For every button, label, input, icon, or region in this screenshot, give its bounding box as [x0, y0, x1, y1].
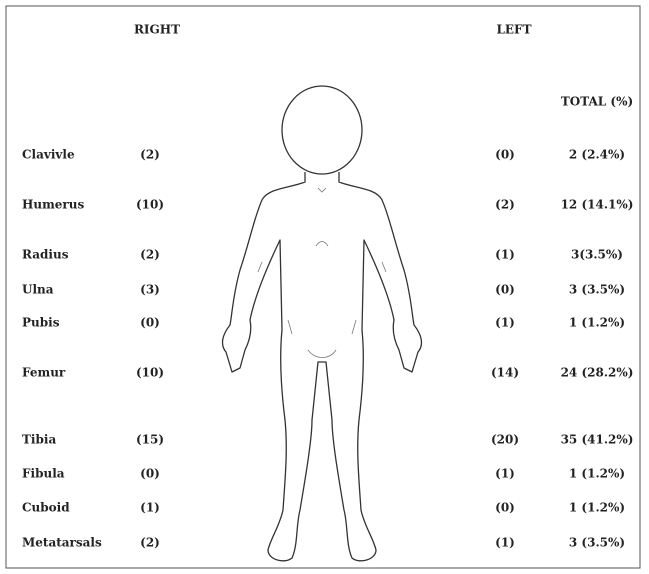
total-count: 12 (14.1%) — [561, 198, 634, 212]
total-count: 2 (2.4%) — [569, 148, 625, 162]
bone-name: Ulna — [22, 283, 54, 297]
bone-name: Metatarsals — [22, 536, 102, 550]
right-count: (3) — [140, 283, 160, 297]
right-count: (2) — [140, 248, 160, 262]
bone-name: Humerus — [22, 198, 84, 212]
figure: RIGHT LEFT TOTAL (%) Clavivle (2) (0) 2 (2.… — [0, 0, 649, 574]
header-right: RIGHT — [134, 23, 180, 37]
left-count: (1) — [495, 248, 515, 262]
bone-name: Fibula — [22, 467, 65, 481]
total-count: 1 (1.2%) — [569, 501, 625, 515]
right-count: (0) — [140, 316, 160, 330]
right-count: (10) — [136, 366, 164, 380]
total-count: 3 (3.5%) — [569, 283, 625, 297]
frame — [6, 6, 640, 568]
header-left: LEFT — [496, 23, 531, 37]
bone-name: Cuboid — [22, 501, 70, 515]
left-count: (0) — [495, 148, 515, 162]
total-count: 1 (1.2%) — [569, 467, 625, 481]
total-count: 3(3.5%) — [571, 248, 623, 262]
bone-name: Pubis — [22, 316, 60, 330]
left-count: (2) — [495, 198, 515, 212]
total-count: 35 (41.2%) — [561, 433, 634, 447]
left-count: (20) — [491, 433, 519, 447]
left-count: (1) — [495, 536, 515, 550]
left-count: (14) — [491, 366, 519, 380]
total-count: 3 (3.5%) — [569, 536, 625, 550]
left-count: (1) — [495, 467, 515, 481]
total-count: 24 (28.2%) — [561, 366, 634, 380]
bone-name: Clavivle — [22, 148, 75, 162]
left-count: (0) — [495, 283, 515, 297]
right-count: (1) — [140, 501, 160, 515]
left-count: (0) — [495, 501, 515, 515]
bone-name: Radius — [22, 248, 69, 262]
header-total: TOTAL (%) — [561, 95, 633, 109]
left-count: (1) — [495, 316, 515, 330]
bone-name: Tibia — [22, 433, 56, 447]
right-count: (2) — [140, 148, 160, 162]
right-count: (15) — [136, 433, 164, 447]
right-count: (0) — [140, 467, 160, 481]
bone-name: Femur — [22, 366, 66, 380]
right-count: (2) — [140, 536, 160, 550]
total-count: 1 (1.2%) — [569, 316, 625, 330]
right-count: (10) — [136, 198, 164, 212]
